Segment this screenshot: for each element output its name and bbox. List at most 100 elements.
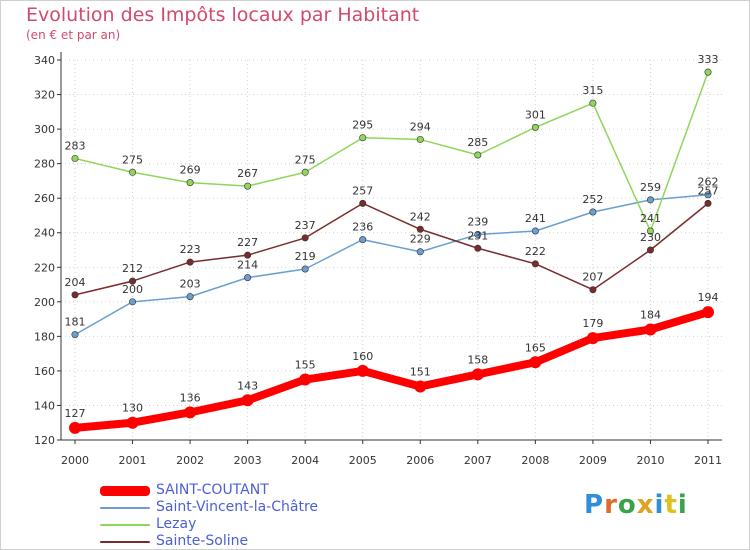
x-tick-label: 2011	[694, 454, 722, 467]
data-label: 275	[295, 153, 316, 166]
logo-letter: i	[654, 490, 665, 520]
y-tick-label: 160	[34, 365, 55, 378]
x-tick-label: 2008	[521, 454, 549, 467]
x-tick-label: 2009	[579, 454, 607, 467]
x-tick-label: 2007	[464, 454, 492, 467]
data-label: 219	[295, 250, 316, 263]
data-label: 269	[180, 164, 201, 177]
data-point	[69, 421, 81, 434]
data-label: 155	[295, 359, 316, 372]
data-label: 203	[180, 278, 201, 291]
legend-label: Sainte-Soline	[156, 533, 249, 549]
y-tick-label: 240	[34, 227, 55, 240]
data-point	[531, 123, 539, 131]
legend-item: SAINT-COUTANT	[100, 482, 318, 499]
data-label: 236	[352, 221, 373, 234]
data-point	[244, 274, 252, 282]
data-point	[529, 356, 542, 369]
data-point	[359, 236, 367, 244]
data-label: 285	[467, 136, 488, 149]
data-label: 136	[180, 391, 201, 404]
data-point	[589, 286, 597, 294]
data-label: 230	[640, 231, 661, 244]
legend-label: Lezay	[156, 516, 197, 532]
data-label: 283	[65, 139, 86, 152]
logo-letter: i	[677, 490, 688, 520]
series-line-lezay	[74, 71, 709, 232]
x-tick-label: 2004	[291, 454, 319, 467]
data-point	[186, 293, 194, 301]
data-label: 301	[525, 108, 546, 121]
data-point	[186, 258, 194, 266]
data-point	[301, 168, 309, 176]
data-label: 158	[467, 353, 488, 366]
data-point	[416, 135, 424, 143]
data-point	[531, 260, 539, 268]
y-tick-label: 220	[34, 261, 55, 274]
data-label: 181	[65, 316, 86, 329]
data-point	[184, 406, 197, 419]
data-label: 237	[295, 219, 316, 232]
data-point	[416, 248, 424, 256]
chart-subtitle: (en € et par an)	[26, 28, 121, 42]
data-label: 227	[237, 236, 258, 249]
y-tick-label: 280	[34, 158, 55, 171]
x-tick-label: 2006	[406, 454, 434, 467]
data-label: 241	[525, 212, 546, 225]
data-label: 204	[65, 276, 86, 289]
data-label: 294	[410, 120, 431, 133]
data-label: 130	[122, 402, 143, 415]
data-point	[129, 298, 137, 306]
data-point	[704, 191, 712, 199]
data-label: 223	[180, 243, 201, 256]
data-point	[704, 199, 712, 207]
data-label: 315	[582, 84, 603, 97]
data-label: 231	[467, 229, 488, 242]
data-point	[244, 182, 252, 190]
data-label: 252	[582, 193, 603, 206]
data-label: 242	[410, 210, 431, 223]
data-label: 295	[352, 119, 373, 132]
data-label: 184	[640, 308, 661, 321]
data-point	[186, 179, 194, 187]
data-point	[359, 199, 367, 207]
data-point	[71, 154, 79, 162]
y-tick-label: 140	[34, 399, 55, 412]
legend-label: SAINT-COUTANT	[156, 482, 269, 498]
x-tick-label: 2005	[349, 454, 377, 467]
logo-letter: t	[664, 490, 678, 520]
data-point	[414, 380, 427, 393]
data-point	[359, 134, 367, 142]
series-line-saint-coutant	[71, 308, 712, 432]
series-line-sainte-soline	[74, 202, 709, 296]
data-label: 241	[640, 212, 661, 225]
data-point	[241, 394, 254, 407]
data-point	[244, 251, 252, 259]
legend-swatch	[100, 506, 150, 509]
data-label: 200	[122, 283, 143, 296]
data-label: 222	[525, 245, 546, 258]
data-point	[416, 225, 424, 233]
x-tick-label: 2001	[119, 454, 147, 467]
legend-item: Sainte-Soline	[100, 533, 318, 550]
logo-letter: r	[604, 490, 618, 520]
legend-swatch	[100, 523, 150, 526]
legend: SAINT-COUTANT Saint-Vincent-la-Châtre Leza…	[100, 482, 318, 550]
data-label: 207	[582, 271, 603, 284]
legend-swatch	[100, 540, 150, 543]
data-label: 214	[237, 259, 258, 272]
data-point	[589, 208, 597, 216]
logo-letter: o	[617, 490, 637, 520]
x-tick-label: 2010	[636, 454, 664, 467]
logo-letter: P	[584, 490, 605, 520]
logo-letter: x	[636, 490, 655, 520]
data-point	[356, 364, 369, 377]
x-tick-label: 2003	[234, 454, 262, 467]
data-point	[71, 291, 79, 299]
data-label: 267	[237, 167, 258, 180]
x-tick-label: 2000	[61, 454, 89, 467]
data-point	[471, 368, 484, 381]
x-tick-label: 2002	[176, 454, 204, 467]
